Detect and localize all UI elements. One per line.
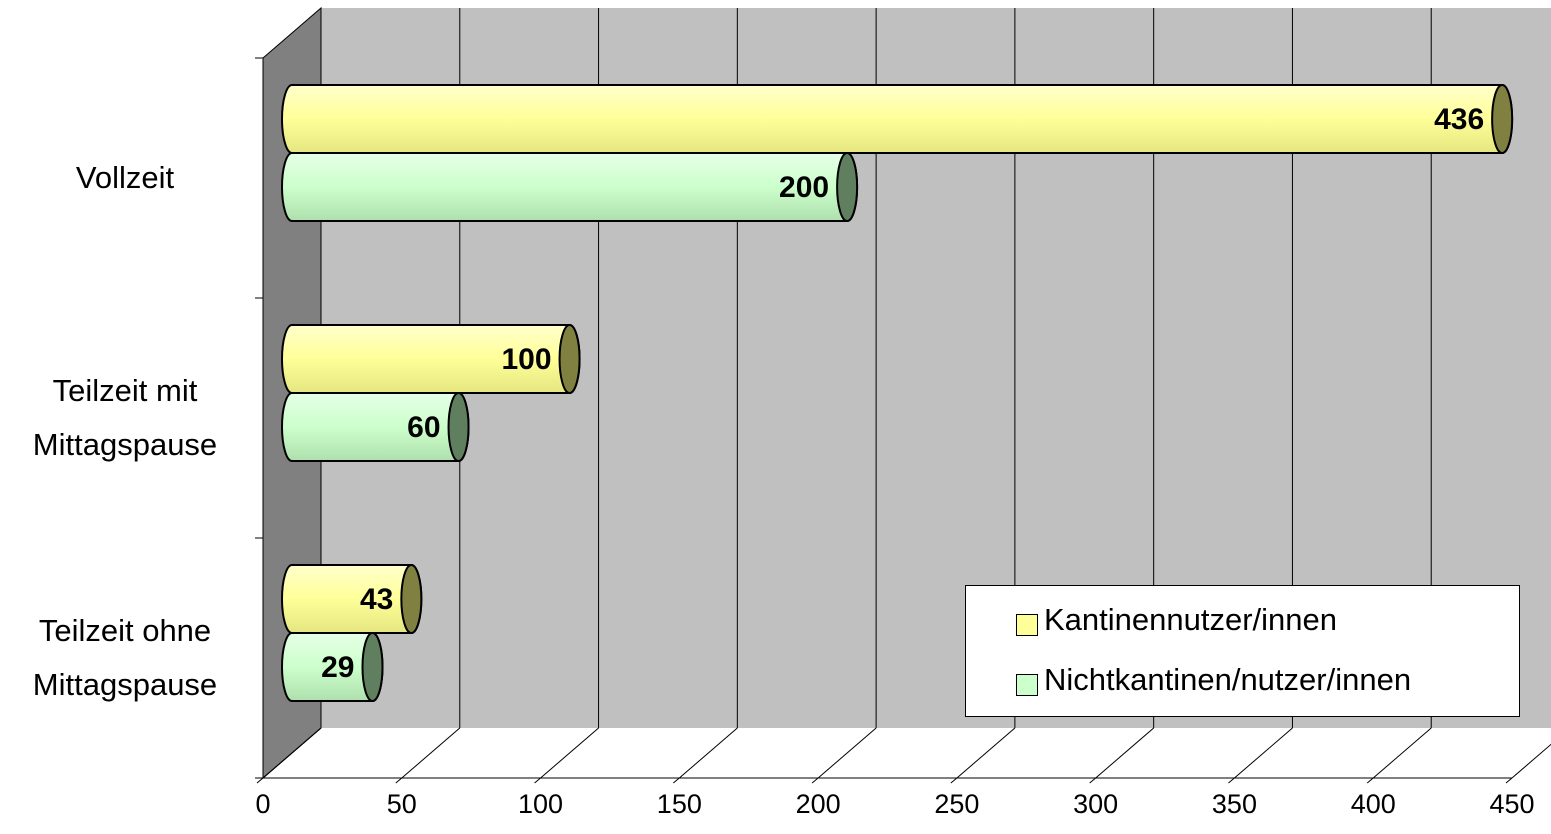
data-label: 43	[360, 583, 393, 616]
x-tick-label: 150	[657, 789, 702, 819]
legend-swatch	[1016, 674, 1038, 696]
data-label: 60	[407, 411, 440, 444]
legend-label: Nichtkantinen/nutzer/innen	[1044, 662, 1412, 697]
x-tick-label: 300	[1073, 789, 1118, 819]
floor-grid-line	[956, 727, 1016, 779]
x-tick-label: 50	[387, 789, 417, 819]
bar	[281, 84, 1514, 154]
bar-cap	[1491, 84, 1514, 154]
cat: Vollzeit	[75, 160, 175, 195]
cat: Teilzeit ohne Mittagspause	[32, 613, 218, 702]
x-tick	[1089, 777, 1096, 784]
x-tick	[1505, 777, 1513, 784]
floor-grid-line	[1511, 743, 1551, 779]
legend-item: Kantinennutzer/innen	[1016, 600, 1337, 640]
bar-cap	[447, 392, 470, 462]
x-tick	[256, 777, 264, 784]
x-tick	[673, 777, 680, 784]
legend: Kantinennutzer/innen Nichtkantinen/nutzer…	[965, 585, 1520, 717]
floor-grid-line	[540, 727, 599, 779]
legend-label: Kantinennutzer/innen	[1044, 602, 1338, 637]
x-tick	[950, 777, 958, 784]
bar-cap	[558, 324, 581, 394]
data-label: 436	[1434, 103, 1484, 136]
floor-grid-line	[262, 727, 322, 779]
data-label: 29	[321, 651, 354, 684]
floor-grid-line	[1234, 727, 1293, 779]
x-tick-label: 100	[518, 789, 563, 819]
floor-grid-line	[401, 727, 461, 779]
data-label: 200	[779, 171, 829, 204]
x-tick-label: 350	[1212, 789, 1257, 819]
bar-cap	[361, 632, 384, 702]
bar-cap	[836, 152, 859, 222]
floor-grid-line	[817, 727, 877, 779]
x-tick-label: 450	[1489, 789, 1534, 819]
x-tick	[811, 777, 819, 784]
x-tick-label: 250	[934, 789, 979, 819]
x-tick-label: 0	[255, 789, 270, 819]
bar	[281, 392, 470, 462]
legend-swatch	[1016, 614, 1038, 636]
legend-item: Nichtkantinen/nutzer/innen	[1016, 660, 1411, 700]
x-tick	[395, 777, 403, 784]
floor-grid-line	[679, 727, 738, 779]
x-tick	[1366, 777, 1374, 784]
cat: Teilzeit mit Mittagspause	[32, 373, 218, 462]
x-tick-label: 400	[1351, 789, 1396, 819]
x-tick	[1228, 777, 1235, 784]
x-tick-label: 200	[796, 789, 841, 819]
bar	[281, 152, 859, 222]
floor-grid-line	[1372, 727, 1432, 779]
x-tick	[534, 777, 541, 784]
bar-cap	[400, 564, 423, 634]
floor-grid-line	[1095, 727, 1154, 779]
data-label: 100	[501, 343, 551, 376]
